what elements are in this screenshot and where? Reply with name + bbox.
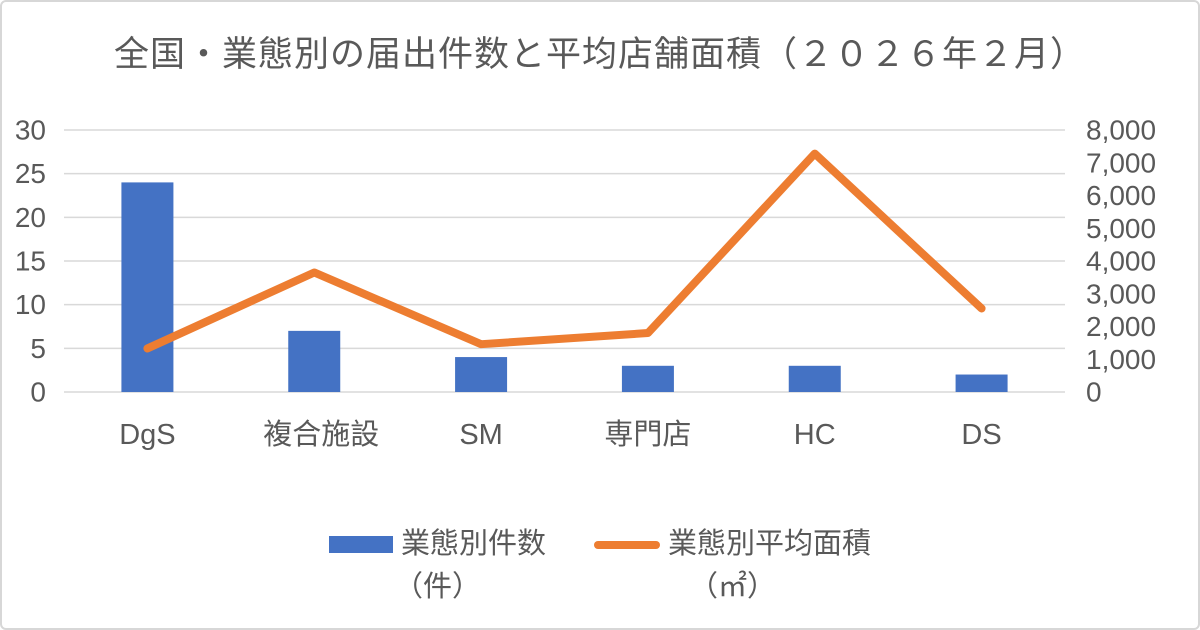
category-label-DS: DS [961,419,1001,451]
right-axis-tick-label: 0 [1086,377,1102,408]
right-axis-tick-label: 5,000 [1086,213,1156,244]
category-label-複合施設: 複合施設 [263,418,379,451]
left-axis-tick-label: 15 [15,246,46,277]
category-label-HC: HC [794,419,836,451]
left-axis-tick-label: 10 [15,289,46,320]
right-axis-tick-label: 8,000 [1086,115,1156,146]
category-label-DgS: DgS [119,419,175,451]
combo-chart: 05101520253001,0002,0003,0004,0005,0006,… [15,115,1156,452]
line-series-swatch-icon [594,540,660,549]
category-label-専門店: 専門店 [604,418,691,451]
legend-item-line-series: 業態別平均面積 （㎡） [594,528,871,605]
right-axis-tick-label: 4,000 [1086,246,1156,277]
right-axis-tick-label: 7,000 [1086,147,1156,178]
legend-unit-bar-series: （件） [393,571,481,604]
left-axis-tick-label: 0 [30,377,46,408]
bar-複合施設 [288,330,341,392]
bar-series-swatch-icon [328,536,393,554]
legend-row: 業態別件数 [328,528,546,561]
left-axis-tick-label: 5 [30,333,46,364]
bar-DgS [121,182,174,392]
chart-title: 全国・業態別の届出件数と平均店舗面積（２０２６年２月） [113,35,1086,74]
bar-SM [455,357,508,392]
legend-unit-line-series: （㎡） [689,571,777,604]
line-series [143,149,986,353]
legend-row: 業態別平均面積 [594,528,871,561]
left-axis-tick-label: 25 [15,158,46,189]
bar-専門店 [621,365,674,392]
legend-label-bar-series: 業態別件数 [400,528,546,560]
left-axis-tick-label: 30 [15,115,46,146]
left-axis-tick-label: 20 [15,202,46,233]
right-axis-tick-label: 2,000 [1086,311,1156,342]
right-axis-tick-label: 6,000 [1086,180,1156,211]
right-axis-tick-label: 3,000 [1086,278,1156,309]
right-axis-tick-label: 1,000 [1086,344,1156,375]
legend-label-line-series: 業態別平均面積 [668,528,872,560]
bar-DS [955,374,1008,392]
bar-HC [788,365,841,392]
chart-legend: 業態別件数 （件） 業態別平均面積 （㎡） [2,528,1198,605]
category-label-SM: SM [459,419,503,451]
legend-item-bar-series: 業態別件数 （件） [328,528,546,605]
